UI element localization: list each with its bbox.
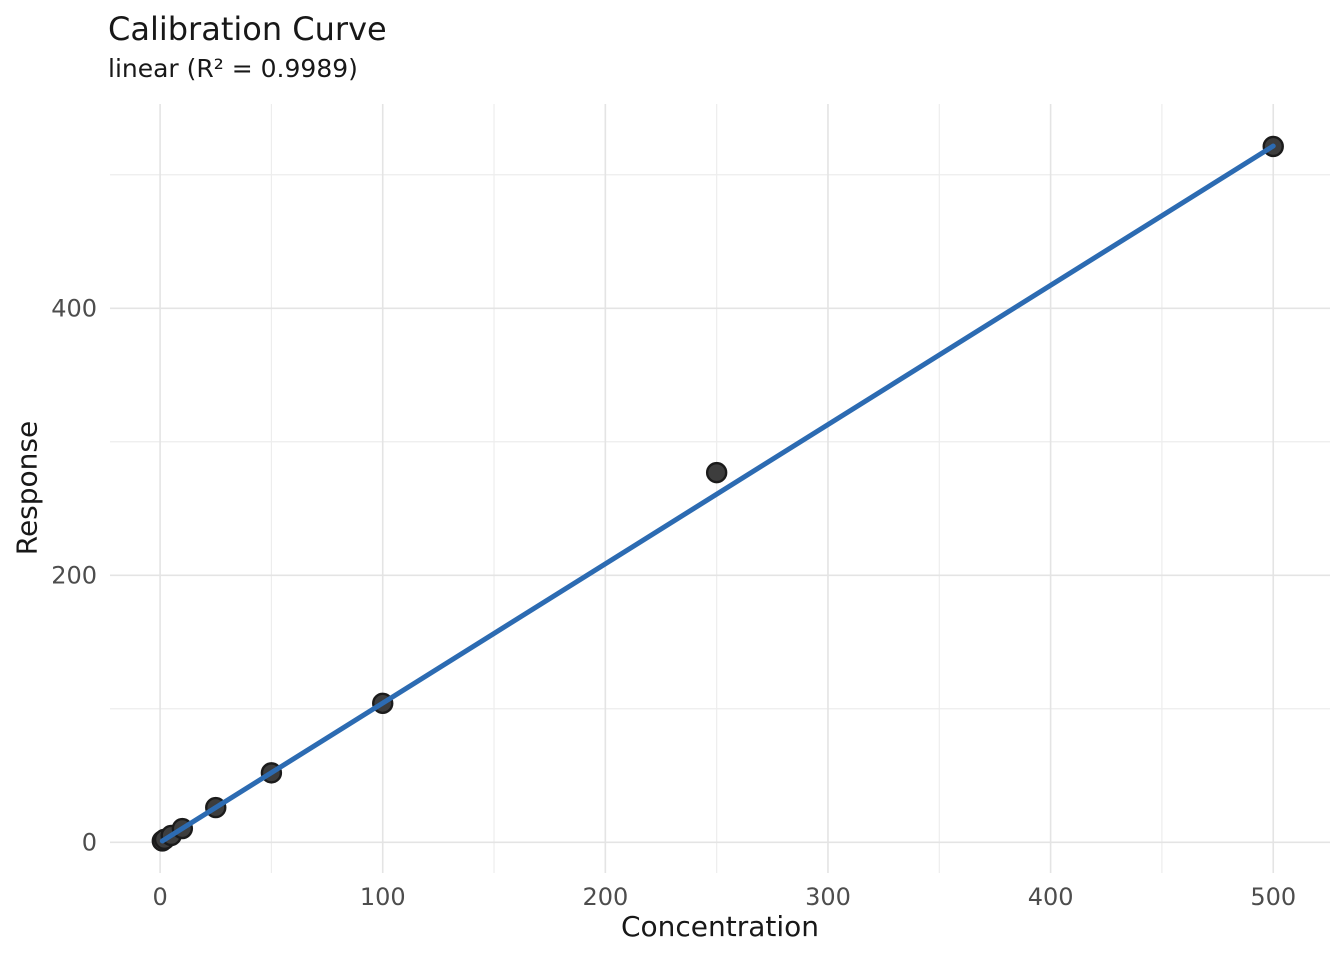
y-tick-label: 400 <box>51 294 97 322</box>
y-tick-label: 200 <box>51 561 97 589</box>
x-tick-label: 100 <box>360 883 406 911</box>
x-tick-label: 500 <box>1250 883 1296 911</box>
x-tick-label: 200 <box>582 883 628 911</box>
x-tick-label: 300 <box>805 883 851 911</box>
data-point <box>705 461 728 484</box>
chart-title: Calibration Curve <box>108 10 387 48</box>
y-tick-label: 0 <box>82 828 97 856</box>
y-axis-title: Response <box>10 420 44 556</box>
x-tick-label: 400 <box>1028 883 1074 911</box>
x-axis-title: Concentration <box>620 910 820 943</box>
chart-subtitle: linear (R² = 0.9989) <box>108 54 358 83</box>
x-tick-label: 0 <box>152 883 167 911</box>
fit-line <box>159 143 1276 844</box>
